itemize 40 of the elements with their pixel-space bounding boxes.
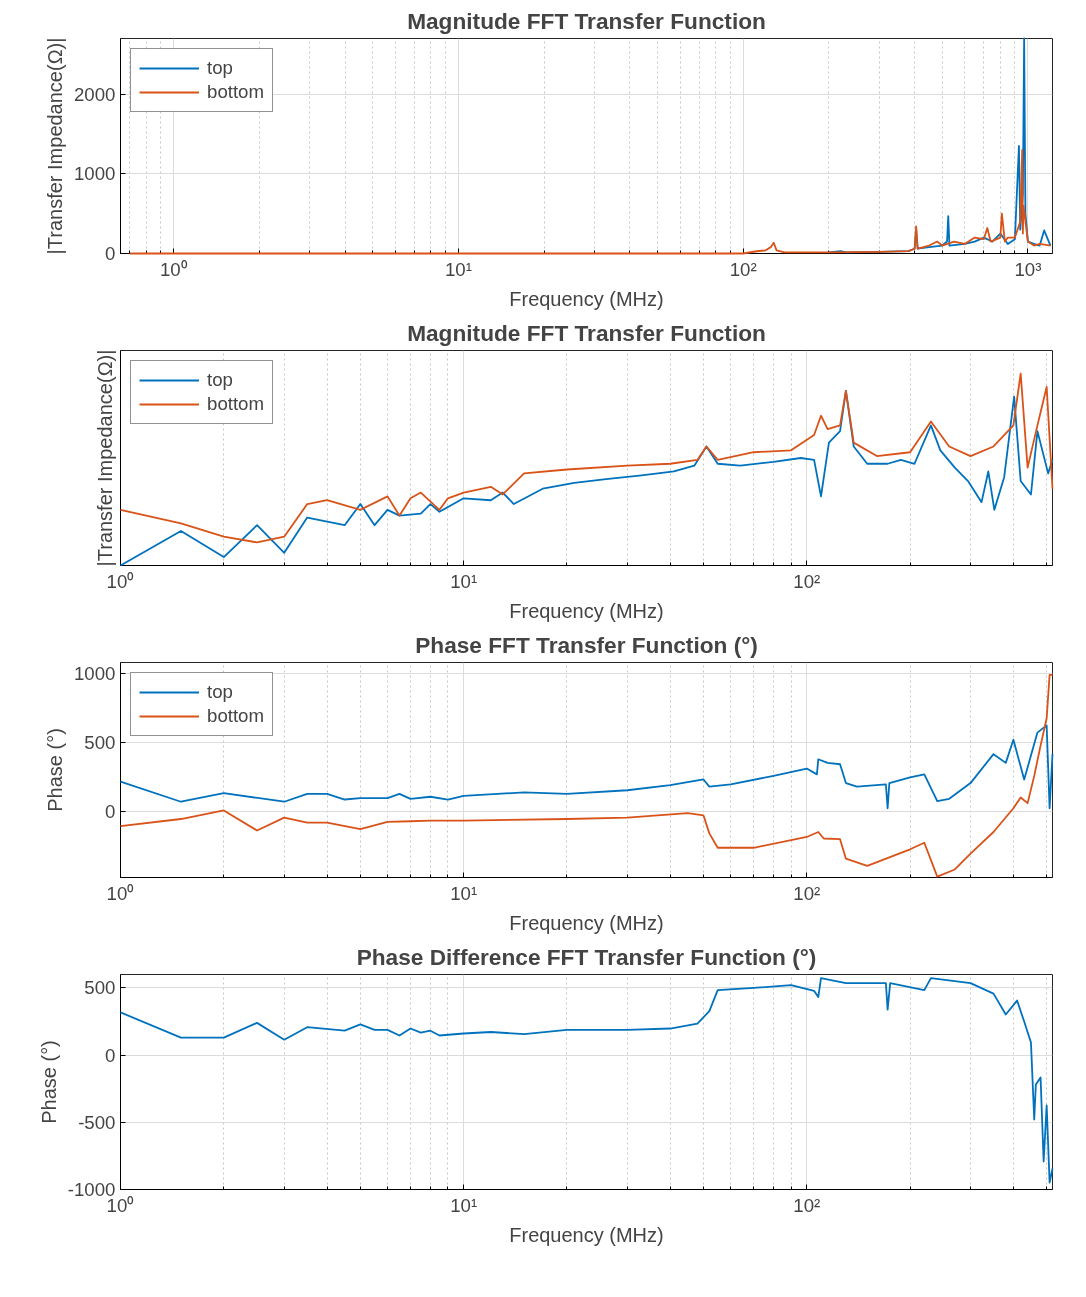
x-axis-title: Frequency (MHz) <box>509 599 664 622</box>
y-axis-title: Phase (°) <box>44 728 66 812</box>
y-tick-label: 2000 <box>74 83 116 105</box>
y-tick-label: 1000 <box>74 663 116 685</box>
chart-title: Phase Difference FFT Transfer Function (°) <box>356 943 817 970</box>
x-tick-label: 10⁰ <box>159 258 188 280</box>
y-tick-label: 0 <box>105 801 116 823</box>
y-tick-label: 500 <box>84 977 116 999</box>
legend-label: top <box>207 369 233 391</box>
x-tick-label: 10² <box>793 882 821 904</box>
x-tick-label: 10¹ <box>450 1194 478 1216</box>
legend-label: bottom <box>207 393 265 415</box>
x-tick-label: 10⁰ <box>106 882 135 904</box>
y-axis-title: |Transfer Impedance(Ω)| <box>93 349 116 567</box>
legend-label: bottom <box>207 705 265 727</box>
x-tick-label: 10¹ <box>450 570 478 592</box>
x-tick-label: 10¹ <box>450 882 478 904</box>
y-tick-label: -500 <box>78 1111 116 1133</box>
x-tick-label: 10² <box>793 570 821 592</box>
x-tick-label: 10¹ <box>445 258 472 280</box>
x-axis-title: Frequency (MHz) <box>509 1223 664 1246</box>
y-tick-label: 1000 <box>74 163 116 185</box>
x-axis-title: Frequency (MHz) <box>509 911 664 934</box>
x-tick-label: 10³ <box>1014 258 1042 280</box>
legend-label: bottom <box>207 81 265 103</box>
y-tick-label: 0 <box>105 243 116 264</box>
legend-label: top <box>207 681 233 703</box>
chart-title: Magnitude FFT Transfer Function <box>407 7 766 34</box>
x-tick-label: 10⁰ <box>106 570 135 592</box>
y-tick-label: -1000 <box>67 1179 116 1200</box>
x-tick-label: 10² <box>729 258 757 280</box>
x-axis-title: Frequency (MHz) <box>509 287 664 310</box>
chart-title: Magnitude FFT Transfer Function <box>407 319 766 346</box>
y-axis-title: Phase (°) <box>37 1040 60 1124</box>
y-tick-label: 0 <box>105 1044 116 1066</box>
legend-label: top <box>207 57 233 79</box>
chart-title: Phase FFT Transfer Function (°) <box>415 631 758 658</box>
x-tick-label: 10² <box>793 1194 821 1216</box>
y-tick-label: 500 <box>84 732 116 754</box>
y-axis-title: |Transfer Impedance(Ω)| <box>44 37 66 255</box>
